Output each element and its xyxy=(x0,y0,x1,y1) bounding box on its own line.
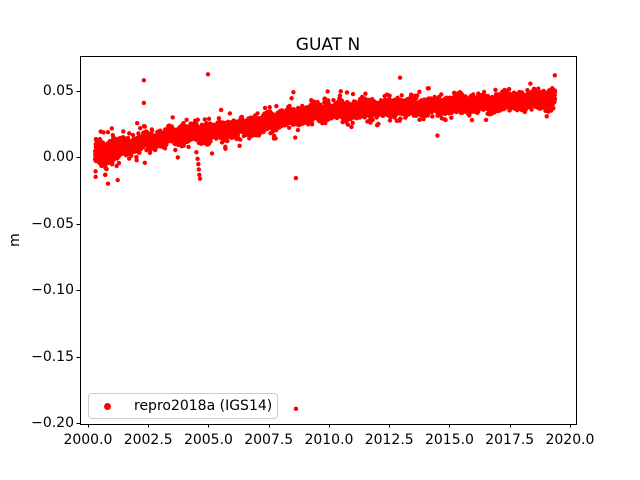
x-tick-label: 2005.0 xyxy=(183,432,233,448)
y-tick-label: −0.10 xyxy=(31,282,74,299)
y-tick-label: 0.00 xyxy=(42,149,74,166)
x-tick-label: 2002.5 xyxy=(123,432,173,448)
chart-title: GUAT N xyxy=(295,35,361,55)
y-tick-label: 0.05 xyxy=(42,82,74,99)
x-tick-label: 2015.0 xyxy=(424,432,474,448)
x-tick-label: 2000.0 xyxy=(63,432,113,448)
x-tick-label: 2007.5 xyxy=(244,432,294,448)
x-tick-label: 2010.0 xyxy=(304,432,354,448)
x-tick-label: 2020.0 xyxy=(545,432,595,448)
legend-series-label: repro2018a (IGS14) xyxy=(134,398,273,414)
y-tick-label: −0.20 xyxy=(31,415,74,432)
x-tick-label: 2017.5 xyxy=(485,432,535,448)
y-tick-label: −0.15 xyxy=(31,348,74,365)
legend-marker-dot-icon xyxy=(104,402,111,410)
legend: repro2018a (IGS14) xyxy=(88,393,278,419)
y-tick-label: −0.05 xyxy=(31,215,74,232)
x-tick-label: 2012.5 xyxy=(364,432,414,448)
y-axis-label: m xyxy=(7,233,23,247)
